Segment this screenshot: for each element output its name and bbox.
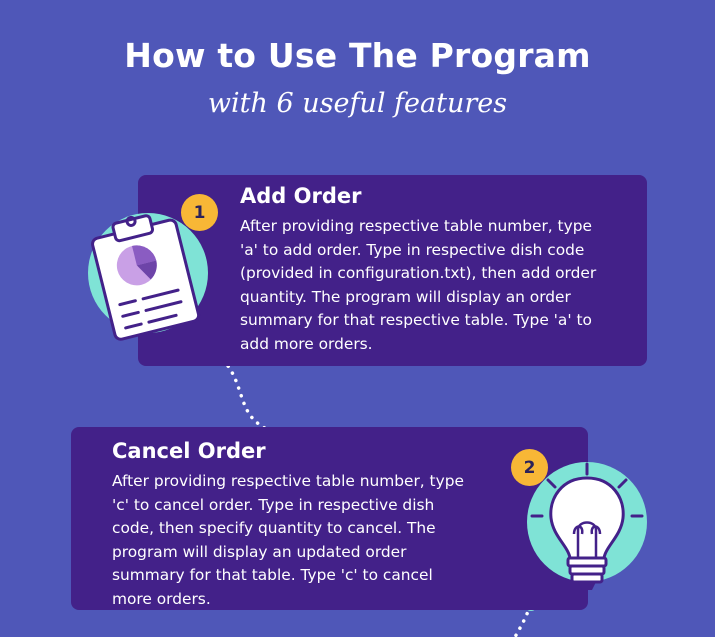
lightbulb-icon (527, 462, 647, 590)
feature-title: Add Order (240, 184, 362, 208)
feature-card-cancel-order: Cancel Order After providing respective … (71, 427, 588, 610)
description-line: (provided in configuration.txt), then ad… (240, 264, 597, 282)
feature-description: After providing respective table number,… (112, 470, 497, 611)
description-line: program will display an updated order (112, 542, 407, 561)
page-subtitle: with 6 useful features (207, 88, 508, 119)
description-line: code, then specify quantity to cancel. T… (112, 519, 436, 537)
description-line: After providing respective table number,… (240, 217, 592, 235)
step-badge: 2 (511, 449, 548, 486)
page-title: How to Use The Program (124, 36, 591, 75)
description-line: summary for that table. Type 'c' to canc… (112, 566, 433, 584)
description-line: summary for that respective table. Type … (240, 311, 592, 329)
description-line: After providing respective table number,… (112, 472, 464, 490)
description-line: add more orders. (240, 334, 373, 353)
feature-card-add-order: Add Order After providing respective tab… (138, 175, 647, 366)
description-line: more orders. (112, 589, 211, 608)
description-line: quantity. The program will display an or… (240, 287, 571, 306)
description-line: 'a' to add order. Type in respective dis… (240, 240, 585, 259)
clipboard-pie-chart-icon (88, 213, 208, 341)
feature-description: After providing respective table number,… (240, 215, 635, 356)
feature-title: Cancel Order (112, 439, 266, 463)
description-line: 'c' to cancel order. Type in respective … (112, 495, 435, 514)
step-badge: 1 (181, 194, 218, 231)
